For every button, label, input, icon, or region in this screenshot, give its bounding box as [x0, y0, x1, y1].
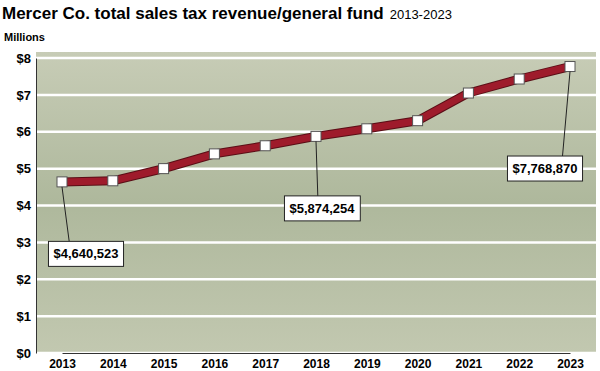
x-tick-label: 2023 [557, 357, 584, 371]
marker [159, 164, 169, 174]
annotations: $4,640,523 $5,874,254 $7,768,870 [48, 72, 582, 267]
x-axis-line [63, 353, 571, 354]
callout-leader [62, 187, 69, 242]
y-tick-label: $7 [17, 88, 31, 103]
x-tick: 2016 [202, 357, 229, 371]
y-tick: $5 [17, 161, 36, 176]
callout: $7,768,870 [507, 72, 582, 182]
x-tick: 2014 [100, 357, 127, 371]
y-axis: $0 $1 $2 $3 $4 $5 $6 $7 $8 [17, 51, 37, 361]
callout-leader [563, 72, 571, 157]
title: Mercer Co. total sales tax revenue/gener… [2, 4, 384, 23]
grid-line [36, 315, 596, 318]
y-tick: $6 [17, 124, 36, 139]
marker [260, 141, 270, 151]
y-tick-label: $5 [17, 161, 31, 176]
x-tick: 2021 [456, 357, 483, 371]
callout: $5,874,254 [284, 141, 360, 221]
y-tick: $8 [17, 51, 36, 66]
grid-line [36, 57, 596, 60]
marker [463, 88, 473, 98]
line [62, 67, 570, 182]
subtitle: 2013-2023 [390, 7, 452, 22]
x-tick-label: 2020 [405, 357, 432, 371]
y-tick: $3 [17, 235, 36, 250]
x-tick-label: 2018 [303, 357, 330, 371]
marker [57, 177, 67, 187]
x-axis: 2013 2014 2015 2016 2017 2018 2019 2020 2021 2022… [49, 354, 584, 371]
x-tick-label: 2013 [49, 357, 76, 371]
callout-leader [316, 141, 318, 196]
plot-area [57, 62, 575, 187]
marker [413, 116, 423, 126]
y-tick: $4 [17, 198, 36, 213]
x-tick-label: 2014 [100, 357, 127, 371]
value-label: $5,874,254 [289, 201, 355, 216]
grid [36, 58, 596, 353]
x-tick-label: 2015 [151, 357, 178, 371]
callout-box [507, 156, 582, 181]
x-tick-label: 2021 [456, 357, 483, 371]
y-tick: $2 [17, 272, 36, 287]
plot-background [36, 52, 596, 353]
chart: $0$1$2$3$4$5$6$7$82013201420152016201720… [0, 0, 600, 371]
line-outline [62, 67, 570, 182]
callout-box [284, 196, 360, 221]
x-tick: 2018 [303, 357, 330, 371]
value-label: $7,768,870 [512, 161, 577, 176]
x-tick-label: 2019 [354, 357, 381, 371]
y-tick-label: $2 [17, 272, 31, 287]
y-tick-label: $0 [17, 346, 31, 361]
marker [514, 74, 524, 84]
marker [311, 131, 321, 141]
x-tick: 2020 [405, 357, 432, 371]
x-tick-label: 2016 [202, 357, 229, 371]
marker [362, 124, 372, 134]
y-axis-line [36, 59, 37, 354]
x-tick: 2013 [49, 357, 76, 371]
x-tick-label: 2017 [252, 357, 279, 371]
x-tick: 2022 [506, 357, 533, 371]
x-tick-label: 2022 [506, 357, 533, 371]
y-tick: $0 [17, 346, 36, 361]
y-tick-label: $1 [17, 309, 31, 324]
grid-line [36, 94, 596, 97]
y-tick-label: $8 [17, 51, 31, 66]
x-tick: 2017 [252, 357, 279, 371]
x-tick: 2015 [151, 357, 178, 371]
y-tick: $7 [17, 88, 36, 103]
grid-line [36, 278, 596, 281]
marker [108, 176, 118, 186]
y-tick-label: $3 [17, 235, 31, 250]
y-tick: $1 [17, 309, 36, 324]
y-tick-label: $4 [17, 198, 32, 213]
x-tick: 2019 [354, 357, 381, 371]
x-tick: 2023 [557, 357, 584, 371]
callout-box [48, 241, 123, 266]
value-label: $4,640,523 [53, 246, 118, 261]
grid-line [36, 352, 596, 355]
y-tick-label: $6 [17, 124, 31, 139]
callout: $4,640,523 [48, 187, 123, 267]
marker [565, 62, 575, 72]
marker [209, 149, 219, 159]
y-axis-title: Millions [4, 31, 45, 43]
